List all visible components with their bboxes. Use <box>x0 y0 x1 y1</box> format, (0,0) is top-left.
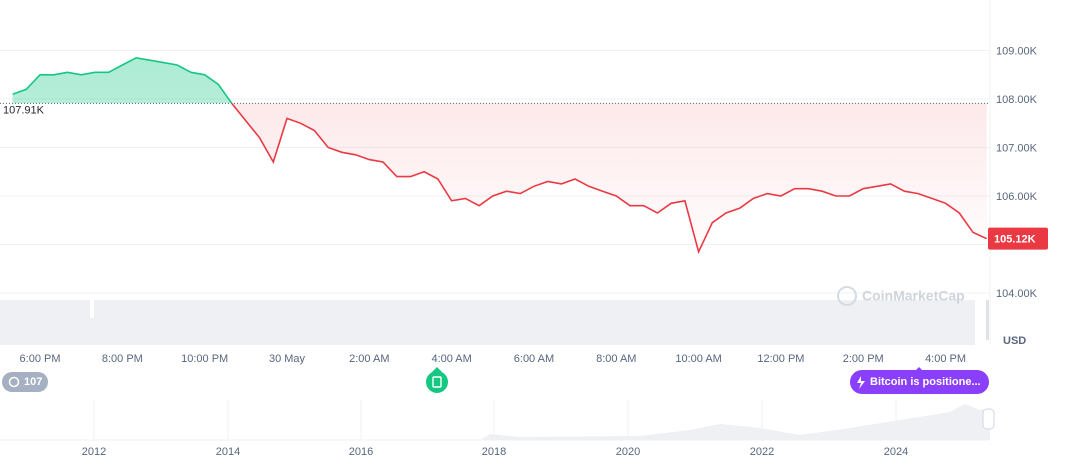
x-tick-label: 4:00 PM <box>925 353 966 365</box>
area-up <box>12 57 232 104</box>
x-tick-label: 10:00 AM <box>675 353 721 365</box>
x-tick-label: 2:00 AM <box>349 353 389 365</box>
news-text: Bitcoin is positione... <box>870 376 981 388</box>
history-count: 107 <box>24 376 42 388</box>
area-down <box>12 103 987 252</box>
navigator-label: 2014 <box>216 446 240 458</box>
x-tick-label: 8:00 AM <box>596 353 636 365</box>
volume-bars <box>0 300 975 345</box>
x-tick-label: 6:00 PM <box>20 353 61 365</box>
price-line-up <box>12 56 233 104</box>
x-tick-label: 12:00 PM <box>757 353 804 365</box>
navigator-label: 2024 <box>884 446 908 458</box>
navigator-label: 2012 <box>82 446 106 458</box>
y-tick-label: 104.00K <box>996 288 1038 300</box>
navigator-label: 2020 <box>616 446 640 458</box>
doc-badge[interactable] <box>426 367 448 393</box>
volume-bar-last <box>986 300 989 340</box>
baseline-label: 107.91K <box>3 104 45 116</box>
y-tick-label: 108.00K <box>996 94 1038 106</box>
navigator <box>0 398 995 440</box>
x-tick-label: 4:00 AM <box>431 353 471 365</box>
x-tick-label: 8:00 PM <box>102 353 143 365</box>
history-badge[interactable]: 107 <box>2 372 48 392</box>
x-tick-label: 2:00 PM <box>843 353 884 365</box>
news-badge[interactable]: Bitcoin is positione... <box>850 367 989 394</box>
current-price-badge <box>988 227 1048 250</box>
watermark-text: CoinMarketCap <box>862 288 965 304</box>
x-tick-label: 10:00 PM <box>181 353 228 365</box>
x-tick-label: 30 May <box>269 353 306 365</box>
navigator-label: 2018 <box>482 446 506 458</box>
y-tick-label: 106.00K <box>996 191 1038 203</box>
watermark: CoinMarketCap <box>837 286 965 306</box>
x-tick-label: 6:00 AM <box>514 353 554 365</box>
navigator-label: 2016 <box>349 446 373 458</box>
y-tick-label: 109.00K <box>996 45 1038 57</box>
volume-gap <box>90 300 94 318</box>
currency: USD <box>1003 335 1026 347</box>
price-line-down <box>230 103 988 255</box>
navigator-label: 2022 <box>750 446 774 458</box>
y-tick-label: 107.00K <box>996 142 1038 154</box>
current-price-label: 105.12K <box>994 234 1036 246</box>
